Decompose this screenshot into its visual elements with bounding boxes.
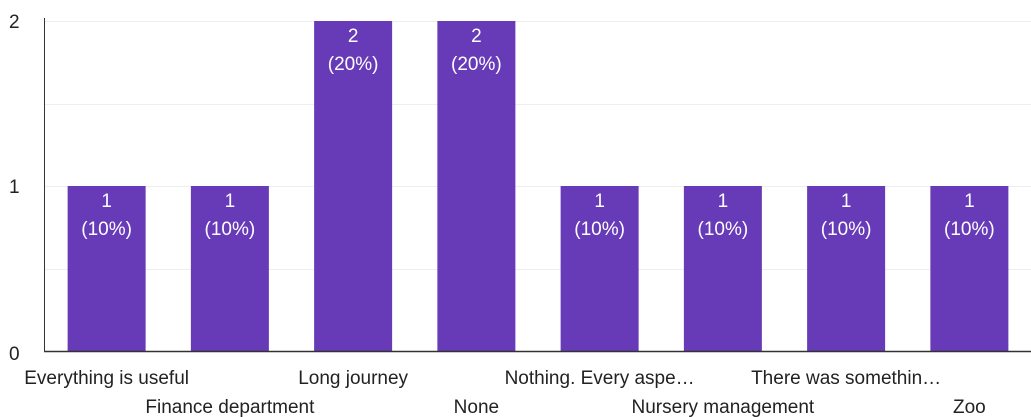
bar	[67, 186, 146, 351]
bar	[930, 186, 1009, 351]
bar-value-label: 1	[841, 191, 852, 212]
x-category-label: Zoo	[953, 397, 986, 417]
bars	[67, 21, 1009, 351]
x-category-label: There was somethin…	[751, 368, 941, 389]
bar-value-label: 2	[348, 26, 359, 47]
bar-value-label: (10%)	[205, 219, 256, 240]
x-category-label: Nothing. Every aspe…	[505, 368, 695, 389]
x-category-label: Finance department	[145, 397, 315, 417]
bar-value-label: (10%)	[821, 219, 872, 240]
bar-value-label: 1	[964, 191, 975, 212]
y-tick-label: 2	[9, 12, 20, 33]
x-category-label: Nursery management	[632, 397, 815, 417]
y-tick-label: 1	[9, 177, 20, 198]
bar-value-label: (10%)	[574, 219, 625, 240]
bar-value-label: (10%)	[944, 219, 995, 240]
y-tick-label: 0	[9, 344, 20, 365]
bar	[807, 186, 886, 351]
bar	[437, 21, 516, 351]
bar-value-label: 1	[101, 191, 112, 212]
x-category-label: Everything is useful	[24, 368, 189, 389]
bar-value-label: 1	[718, 191, 729, 212]
bar-value-label: (10%)	[81, 219, 132, 240]
bar-value-label: 1	[225, 191, 236, 212]
axes	[44, 18, 1031, 353]
bar-value-label: (20%)	[328, 54, 379, 75]
x-category-label: Long journey	[298, 368, 408, 389]
bar	[314, 21, 393, 351]
bar-value-label: (20%)	[451, 54, 502, 75]
bar	[560, 186, 639, 351]
labels: 1 (10%) 1 (10%) 2 (20%) 2 (20%) 1 (10%) 1 (10%) 1 (10…	[9, 12, 995, 417]
bar-value-label: 1	[594, 191, 605, 212]
bar-value-label: 2	[471, 26, 482, 47]
x-category-label: None	[454, 397, 499, 417]
bar	[190, 186, 269, 351]
bar	[683, 186, 762, 351]
bar-value-label: (10%)	[698, 219, 749, 240]
